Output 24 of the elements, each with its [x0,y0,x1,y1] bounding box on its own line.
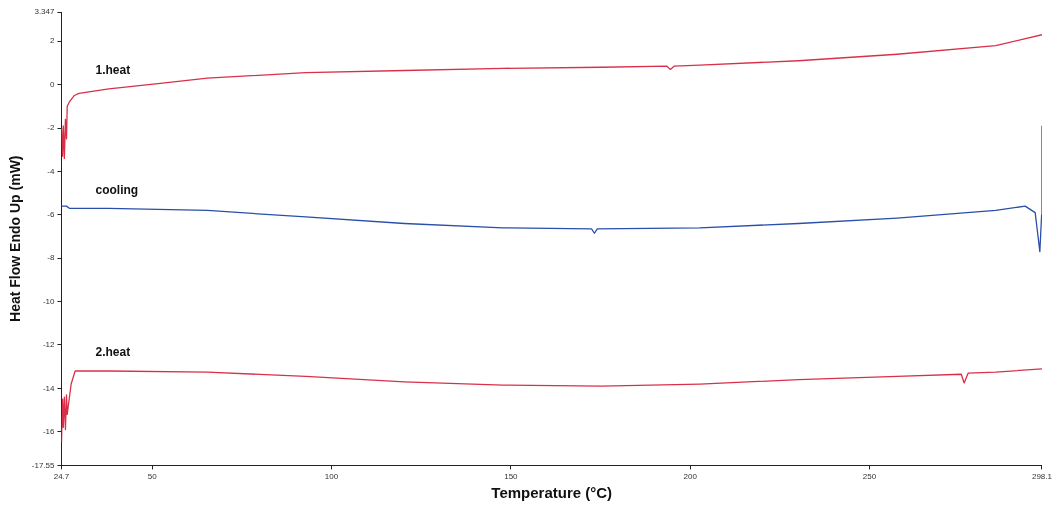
y-tick-label: -10 [42,296,56,306]
series-label: 2.heat [95,345,131,360]
y-tick-label: -14 [42,383,56,393]
x-tick-label: 250 [862,472,877,482]
y-tick-label: 3.347 [34,7,56,17]
y-tick-label: 2 [50,36,56,46]
y-tick-label: -16 [42,426,56,436]
x-tick-label: 100 [324,472,339,482]
x-tick-label: 150 [504,472,519,482]
x-axis-title: Temperature (°C) [491,484,613,502]
y-tick-label: -8 [47,253,56,263]
x-tick-label: 24.7 [53,472,70,482]
y-tick-label: -2 [47,123,56,133]
x-tick-label: 298.1 [1031,472,1053,482]
y-axis-title: Heat Flow Endo Up (mW) [7,155,24,322]
series-label: 1.heat [95,63,131,78]
y-tick-label: -17.55 [31,460,56,470]
series-label: cooling [95,182,139,197]
y-tick-label: -6 [47,210,56,219]
y-tick-label: -4 [47,166,56,176]
x-tick-label: 50 [147,472,158,482]
y-tick-label: -12 [42,340,56,350]
x-tick-label: 200 [683,472,698,482]
y-tick-label: 0 [50,79,56,89]
